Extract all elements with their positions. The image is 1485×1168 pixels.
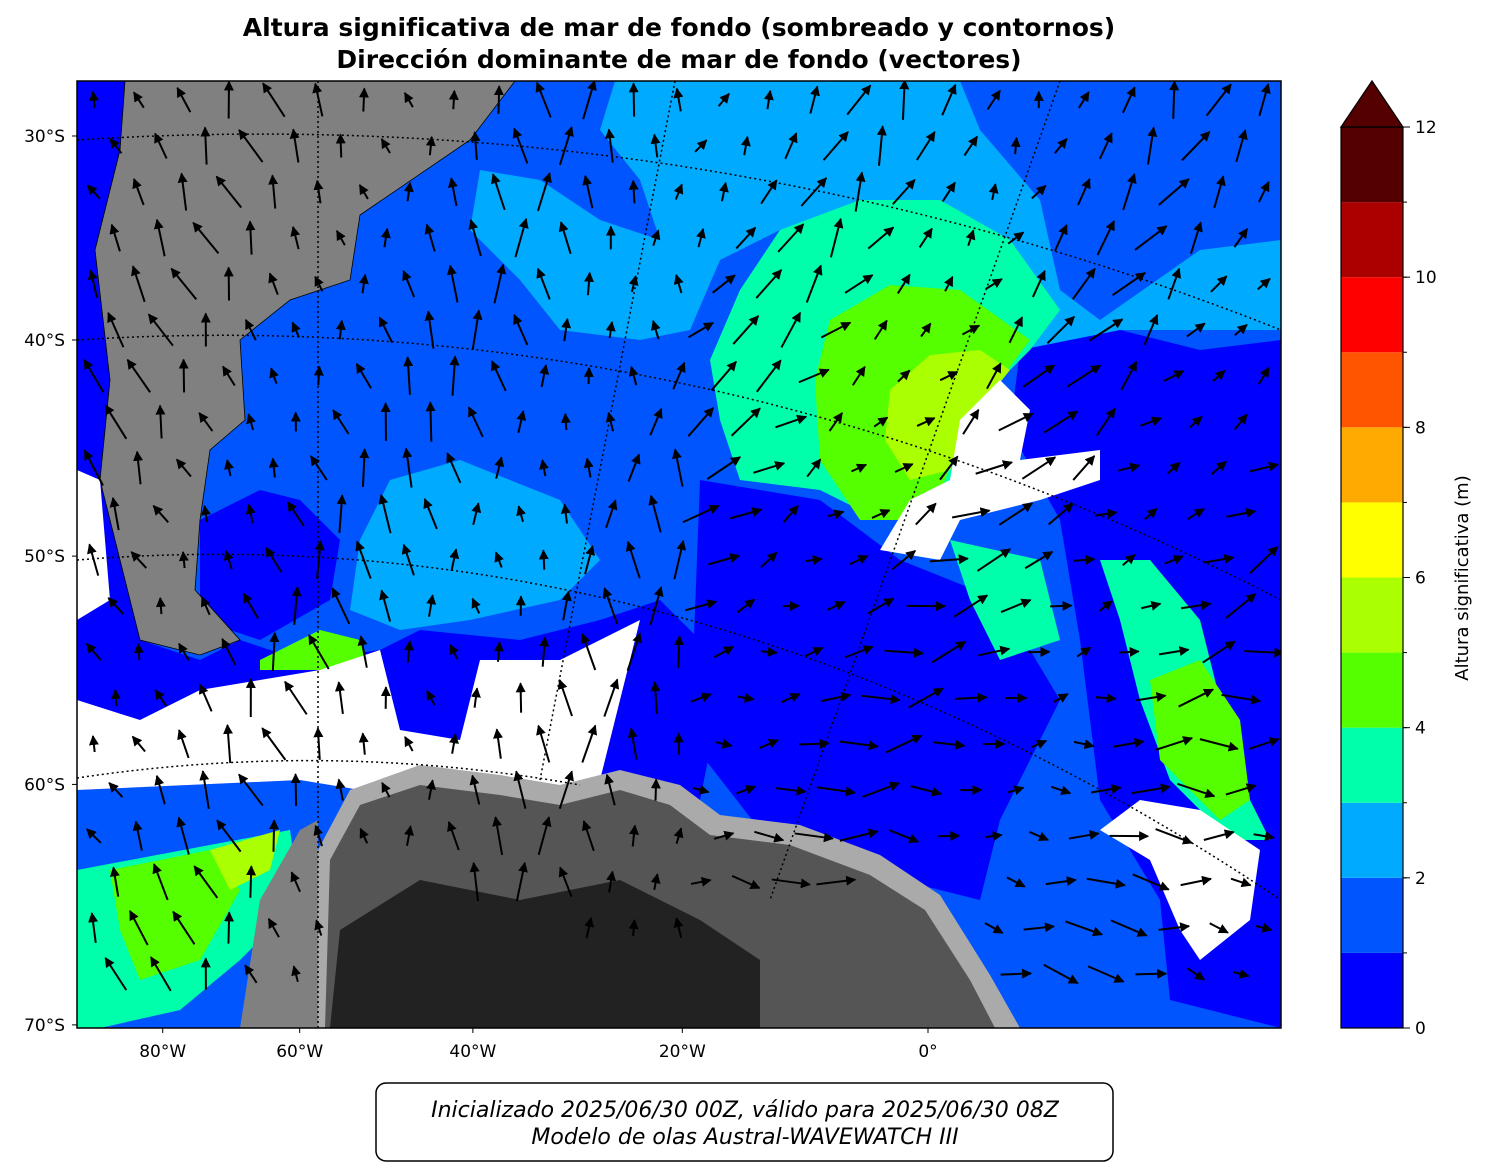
swell-vector xyxy=(1001,973,1031,974)
swell-vector xyxy=(1015,138,1016,154)
lat-tick-label: 30°S xyxy=(24,127,65,147)
swell-vector xyxy=(160,598,161,614)
colorbar-segment xyxy=(1341,202,1403,277)
swell-vector xyxy=(799,743,829,744)
swell-vector xyxy=(228,912,229,943)
swell-vector xyxy=(1050,606,1071,607)
colorbar-segment xyxy=(1341,728,1403,803)
swell-vector xyxy=(250,866,251,898)
lon-tick-label: 20°W xyxy=(659,1042,706,1062)
colorbar-segment xyxy=(1341,878,1403,953)
colorbar-tick-label: 4 xyxy=(1415,719,1426,739)
colorbar-segment xyxy=(1341,127,1403,202)
swell-vector xyxy=(115,690,116,706)
swell-vector xyxy=(656,779,657,800)
colorbar-tick-label: 12 xyxy=(1415,118,1437,138)
colorbar-tick-label: 10 xyxy=(1415,268,1437,288)
swell-vector xyxy=(633,181,634,204)
swell-vector xyxy=(543,550,544,569)
swell-vector xyxy=(1119,651,1139,652)
colorbar-segment xyxy=(1341,953,1403,1028)
lon-tick-label: 60°W xyxy=(276,1042,323,1062)
colorbar-extend xyxy=(1341,81,1403,127)
lon-tick-label: 40°W xyxy=(449,1042,496,1062)
lon-tick-label: 80°W xyxy=(139,1042,186,1062)
swell-vector xyxy=(1135,974,1166,975)
swell-vector xyxy=(453,91,454,109)
swell-vector xyxy=(363,88,364,111)
colorbar-segment xyxy=(1341,427,1403,502)
colorbar-segment xyxy=(1341,352,1403,427)
colorbar: 0 2 4 6 8 10 12 xyxy=(1341,81,1437,1039)
lon-tick-label: 0° xyxy=(918,1042,937,1062)
swell-vector xyxy=(565,414,566,430)
colorbar-segment xyxy=(1341,578,1403,653)
footer-line: Modelo de olas Austral-WAVEWATCH III xyxy=(531,1125,958,1150)
lat-tick-label: 70°S xyxy=(24,1016,65,1036)
swell-vector xyxy=(679,733,680,754)
map xyxy=(77,80,1283,1028)
swell-vector xyxy=(634,83,635,116)
lat-tick-label: 40°S xyxy=(24,331,65,351)
lat-tick-label: 60°S xyxy=(24,775,65,795)
colorbar-tick-label: 2 xyxy=(1415,869,1426,889)
swell-vector xyxy=(138,644,139,660)
colorbar-label: Altura significativa (m) xyxy=(1452,475,1473,680)
colorbar-segment xyxy=(1341,502,1403,577)
colorbar-segment xyxy=(1341,803,1403,878)
swell-vector xyxy=(340,134,341,157)
swell-vector xyxy=(589,368,590,384)
swell-vector xyxy=(273,820,274,852)
colorbar-segment xyxy=(1341,277,1403,352)
swell-vector xyxy=(498,86,499,114)
colorbar-tick-label: 0 xyxy=(1415,1019,1426,1039)
swell-vector xyxy=(1173,81,1174,118)
colorbar-segment xyxy=(1341,653,1403,728)
swell-vector xyxy=(296,774,297,806)
swell-vector xyxy=(430,402,431,442)
swell-vector xyxy=(633,920,634,936)
swell-vector xyxy=(761,651,777,652)
footer-line: Inicializado 2025/06/30 00Z, válido para… xyxy=(431,1098,1060,1123)
title-line: Dirección dominante de mar de fondo (vec… xyxy=(336,45,1021,74)
title-line: Altura significativa de mar de fondo (so… xyxy=(243,13,1115,42)
lat-tick-label: 50°S xyxy=(24,547,65,567)
colorbar-tick-label: 8 xyxy=(1415,418,1426,438)
swell-vector xyxy=(938,836,959,837)
swell-vector xyxy=(521,683,522,712)
swell-vector xyxy=(678,636,679,668)
colorbar-tick-label: 6 xyxy=(1415,569,1426,589)
